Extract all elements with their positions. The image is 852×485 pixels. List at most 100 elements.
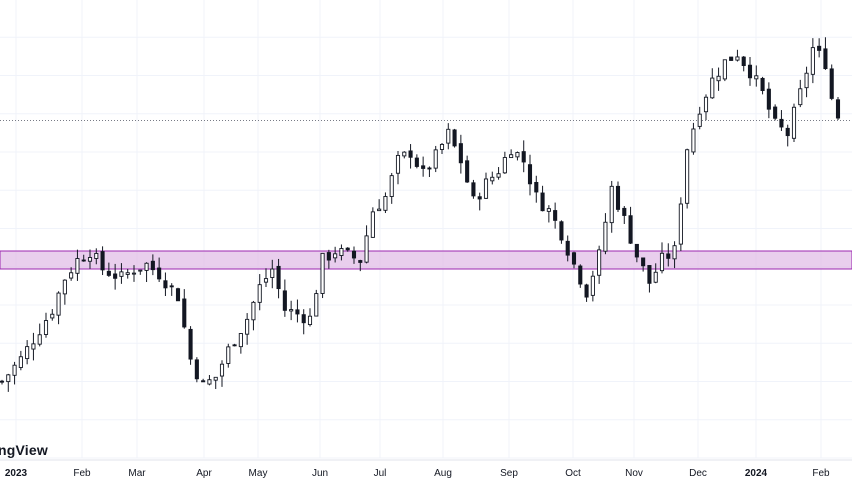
candle — [251, 300, 256, 331]
candle-body — [169, 285, 174, 288]
candle — [163, 272, 168, 297]
candle-body — [0, 380, 5, 383]
candle-body — [364, 235, 369, 263]
candle — [94, 248, 99, 265]
candle — [69, 267, 74, 281]
candle — [678, 197, 683, 252]
candle-body — [653, 271, 658, 283]
candle-body — [747, 64, 753, 79]
candle — [477, 192, 482, 211]
candle-body — [483, 178, 489, 199]
candle-body — [773, 106, 778, 119]
candle-body — [540, 192, 545, 212]
candle — [383, 192, 388, 214]
candle — [716, 67, 721, 91]
candle — [483, 172, 489, 199]
candle — [509, 149, 514, 159]
candle — [659, 242, 665, 274]
candle — [578, 264, 583, 288]
candle — [427, 166, 432, 178]
candle-body — [578, 265, 583, 285]
candle-body — [106, 270, 111, 276]
candle-body — [521, 151, 526, 163]
candle-body — [546, 208, 551, 212]
candle-body — [131, 272, 137, 275]
candle — [710, 68, 715, 99]
candle-body — [345, 247, 350, 251]
candle — [326, 249, 331, 269]
candle-body — [641, 257, 646, 267]
candle — [307, 308, 313, 327]
candle-body — [69, 272, 74, 279]
candle-body — [823, 48, 828, 70]
candle-body — [527, 164, 533, 185]
x-tick-label: Feb — [812, 468, 830, 479]
candle — [452, 128, 457, 148]
candle-body — [402, 151, 407, 157]
candle — [785, 124, 790, 147]
candle — [175, 287, 181, 302]
candle-body — [377, 208, 382, 212]
candle — [647, 265, 652, 293]
candle-body — [188, 328, 193, 360]
candle-body — [251, 301, 256, 321]
candle-body — [534, 181, 539, 193]
candle-body — [691, 128, 696, 153]
candle — [282, 279, 287, 317]
candle-body — [622, 207, 627, 216]
candle — [433, 145, 438, 173]
candle-body — [289, 309, 294, 312]
candle — [31, 332, 36, 361]
candle-body — [817, 45, 822, 51]
candle — [502, 151, 507, 174]
candle — [540, 185, 545, 212]
candle-body — [232, 344, 237, 347]
candle — [446, 123, 451, 150]
candle-body — [722, 59, 727, 80]
candle — [12, 361, 17, 385]
candle — [131, 265, 137, 282]
candle-body — [710, 77, 715, 99]
candle — [201, 378, 206, 383]
candle — [50, 309, 55, 321]
candle — [615, 181, 621, 213]
candle — [100, 246, 105, 276]
candle — [182, 289, 187, 329]
candle — [408, 144, 413, 169]
candle-body — [597, 249, 602, 276]
candle — [439, 142, 445, 155]
candle-body — [590, 275, 595, 296]
candle — [37, 323, 42, 347]
candle — [18, 350, 23, 371]
candle — [113, 263, 118, 290]
x-tick-label: Dec — [689, 468, 707, 479]
candle-body — [659, 252, 665, 272]
candle-body — [226, 346, 231, 364]
candle-body — [37, 334, 42, 345]
x-tick-label: Sep — [500, 468, 518, 479]
candle-body — [87, 257, 93, 262]
candle-body — [603, 221, 608, 252]
candle-body — [119, 271, 124, 277]
candle — [364, 225, 369, 264]
candle — [402, 151, 407, 159]
candle — [320, 252, 325, 299]
candle-body — [320, 252, 325, 294]
candle-body — [113, 273, 118, 279]
x-tick-label: Nov — [625, 468, 643, 479]
candle — [835, 96, 841, 120]
candle — [289, 300, 294, 321]
candle — [458, 134, 463, 174]
candle-body — [18, 356, 23, 368]
candle — [0, 379, 5, 385]
candle-body — [471, 182, 476, 197]
candle — [333, 246, 338, 263]
candle — [25, 340, 30, 365]
candle-body — [829, 68, 834, 99]
candle-body — [760, 77, 765, 92]
candle-body — [75, 258, 80, 274]
candle-body — [741, 56, 746, 66]
candle-body — [810, 47, 815, 75]
candle-body — [634, 243, 639, 258]
